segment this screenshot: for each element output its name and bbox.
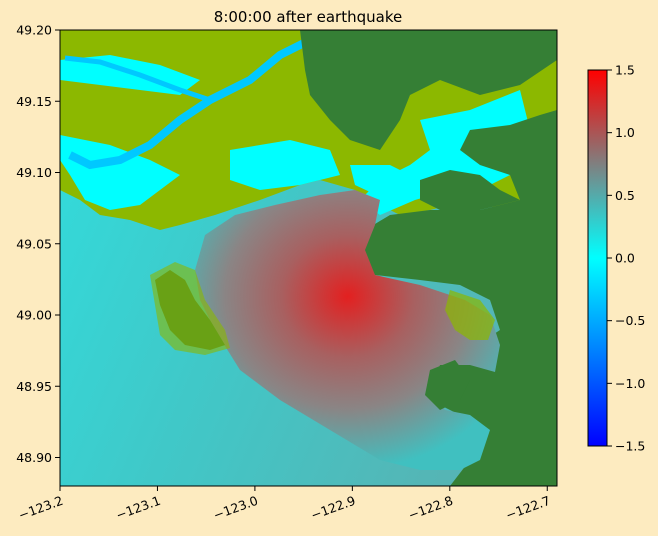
cyan-lowland-5 bbox=[350, 165, 410, 192]
colorbar-tick-label: 1.5 bbox=[615, 63, 635, 78]
y-tick-label: 48.90 bbox=[16, 450, 52, 465]
plot-frame bbox=[59, 29, 558, 487]
y-tick-label: 49.10 bbox=[16, 165, 52, 180]
fraser-river-arm bbox=[64, 55, 211, 103]
colorbar-tick-label: −1.0 bbox=[615, 376, 645, 391]
x-tick-label: −123.2 bbox=[16, 493, 65, 523]
colorbar-tick-label: −0.5 bbox=[615, 313, 645, 328]
y-tick-label: 49.05 bbox=[16, 236, 52, 251]
colorbar-tick-label: 1.0 bbox=[615, 125, 635, 140]
land-highland-ne bbox=[300, 30, 557, 150]
chart-title: 8:00:00 after earthquake bbox=[214, 8, 402, 26]
colorbar-tick-label: 0.0 bbox=[615, 251, 635, 266]
land-point-roberts-low bbox=[150, 262, 230, 355]
x-axis: −123.2 −123.1 −123.0 −122.9 −122.8 −122.7 bbox=[16, 486, 552, 523]
x-tick-label: −122.8 bbox=[406, 493, 455, 523]
cyan-lowland-1 bbox=[60, 135, 180, 210]
inundation-wave bbox=[195, 190, 500, 470]
y-tick-label: 49.00 bbox=[16, 308, 52, 323]
land-highland-e bbox=[360, 110, 557, 486]
x-tick-label: −123.1 bbox=[114, 493, 163, 523]
land-semiahmoo bbox=[425, 360, 470, 410]
y-tick-label: 49.15 bbox=[16, 94, 52, 109]
colorbar-axis: −1.5 −1.0 −0.5 0.0 0.5 1.0 1.5 bbox=[607, 63, 645, 454]
land-southeast-low bbox=[445, 290, 495, 340]
fraser-river bbox=[68, 36, 312, 170]
plot-area bbox=[60, 30, 557, 486]
x-tick-label: −122.9 bbox=[309, 493, 358, 523]
y-axis: 48.90 48.95 49.00 49.05 49.10 49.15 49.20 bbox=[16, 23, 60, 465]
colorbar-tick-label: −1.5 bbox=[615, 439, 645, 454]
y-tick-label: 48.95 bbox=[16, 379, 52, 394]
x-tick-label: −123.0 bbox=[211, 493, 260, 523]
land-north-shore bbox=[420, 170, 520, 210]
colorbar bbox=[587, 69, 608, 447]
colorbar-tick-label: 0.5 bbox=[615, 188, 635, 203]
x-tick-label: −122.7 bbox=[504, 493, 553, 523]
y-tick-label: 49.20 bbox=[16, 23, 52, 38]
cyan-lowland-4 bbox=[230, 140, 340, 190]
